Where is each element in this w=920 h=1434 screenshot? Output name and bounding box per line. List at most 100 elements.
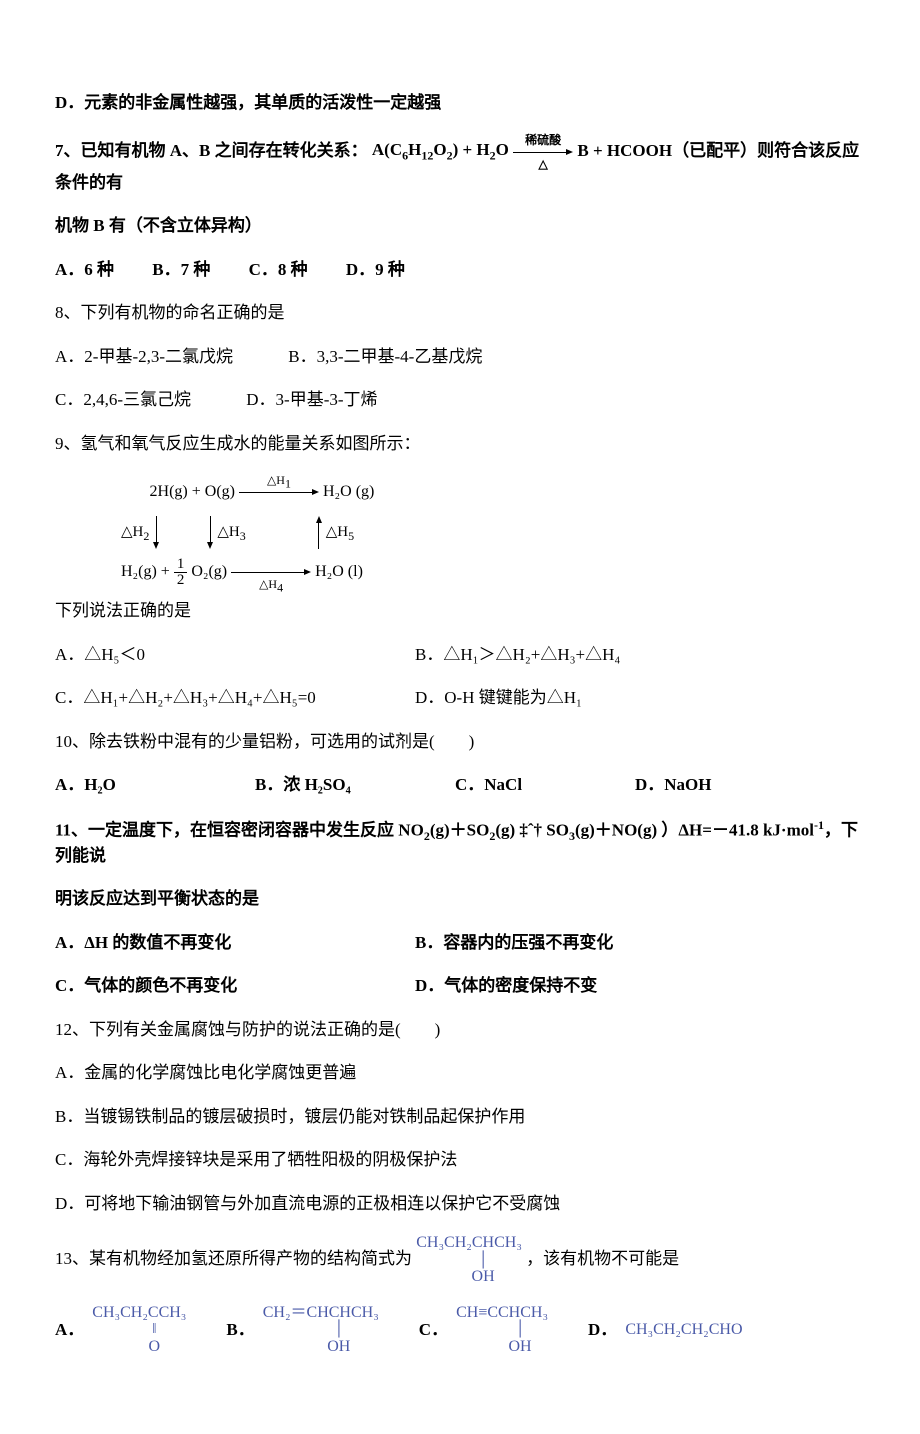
q11-stem: 11、一定温度下，在恒容密闭容器中发生反应 NO2(g)＋SO2(g) ‡ˆ† … — [55, 816, 865, 869]
q7-arrow: 稀硫酸 △ — [513, 134, 573, 170]
q13-c-label: C． — [419, 1317, 448, 1343]
bot: OH — [263, 1338, 379, 1356]
t: ) + H — [453, 140, 490, 159]
arrow-bar — [513, 147, 573, 157]
t: △H — [326, 524, 348, 540]
t: △H — [259, 577, 277, 591]
q10-stem: 10、除去铁粉中混有的少量铝粉，可选用的试剂是( ) — [55, 729, 865, 755]
s: 4 — [277, 580, 283, 594]
q9-stem: 9、氢气和氧气反应生成水的能量关系如图所示： — [55, 431, 865, 457]
q9-diagram: 2H(g) + O(g) △H1 x H₂O (g) △H2 △H3 △H5 H… — [95, 474, 865, 590]
q11-a: A．ΔH 的数值不再变化 — [55, 930, 415, 956]
q13-d-struct: CH₃CH₂CH₂CHO — [625, 1321, 742, 1339]
s: 2 — [143, 529, 149, 543]
dH5-label: △H5 — [326, 517, 354, 547]
q12-c: C．海轮外壳焊接锌块是采用了牺牲阳极的阴极保护法 — [55, 1147, 865, 1173]
bot: O — [92, 1338, 186, 1356]
q11-ab: A．ΔH 的数值不再变化 B．容器内的压强不再变化 — [55, 930, 865, 956]
top: CH₂＝CHCHCH₃ — [263, 1304, 379, 1322]
top: CH₃CH₂CCH₃ — [92, 1304, 186, 1322]
arrow-top: 稀硫酸 — [513, 134, 573, 146]
q7-a: A．6 种 — [55, 260, 114, 279]
q7-pre: 7、已知有机物 A、B 之间存在转化关系： — [55, 140, 368, 159]
q10-options: A．H₂O B．浓 H₂SO₄ C．NaCl D．NaOH — [55, 772, 865, 798]
q12-d: D．可将地下输油钢管与外加直流电源的正极相连以保护它不受腐蚀 — [55, 1191, 865, 1217]
t: O — [433, 140, 446, 159]
num: 1 — [174, 557, 188, 573]
q9-ab: A．△H₅＜0 B．△H₁＞△H₂+△H₃+△H₄ — [55, 642, 865, 668]
q11-d: D．气体的密度保持不变 — [415, 973, 597, 999]
den: 2 — [174, 573, 188, 588]
sup: -1 — [814, 818, 824, 832]
q10-d: D．NaOH — [635, 772, 712, 798]
q9-arrow-h4: x △H4 — [231, 554, 311, 590]
q9-row2: △H2 △H3 △H5 — [95, 510, 865, 554]
q7-stem: 7、已知有机物 A、B 之间存在转化关系： A(C6H12O2) + H2O 稀… — [55, 134, 865, 196]
t: ，该有机物不可能是 — [526, 1249, 679, 1268]
q9-r1-left: 2H(g) + O(g) — [95, 476, 235, 508]
q9-r3-left: H₂(g) + — [121, 556, 170, 588]
bond-icon: ‖ — [92, 1321, 186, 1338]
q9-row3: H₂(g) + 1 2 O₂(g) x △H4 H₂O (l) — [95, 554, 865, 590]
arrow-bot: △ — [513, 158, 573, 170]
bond-icon: │ — [456, 1321, 548, 1338]
q9-row1: 2H(g) + O(g) △H1 x H₂O (g) — [95, 474, 865, 510]
q11-b: B．容器内的压强不再变化 — [415, 930, 613, 956]
q13-a-label: A． — [55, 1317, 84, 1343]
q10-a: A．H₂O — [55, 772, 255, 798]
q13-a-struct: CH₃CH₂CCH₃ ‖ O — [92, 1304, 186, 1356]
t: △H — [267, 473, 285, 487]
prev-option-d: D．元素的非金属性越强，其单质的活泼性一定越强 — [55, 90, 865, 116]
q13-c-struct: CH≡CCHCH₃ │ OH — [456, 1304, 548, 1356]
q8-b: B．3,3-二甲基-4-乙基戊烷 — [288, 347, 482, 366]
q9-r3-o2: O₂(g) — [191, 556, 227, 588]
q9-cd: C．△H₁+△H₂+△H₃+△H₄+△H₅=0 D．O-H 键键能为△H₁ — [55, 685, 865, 711]
q7-d: D．9 种 — [346, 260, 405, 279]
dH1: △H1 — [239, 474, 319, 486]
q11-line2: 明该反应达到平衡状态的是 — [55, 886, 865, 912]
q9-arrow-h1: △H1 x — [239, 474, 319, 510]
q8-a: A．2-甲基-2,3-二氯戊烷 — [55, 347, 233, 366]
q13-d-label: D． — [588, 1317, 617, 1343]
q10-c: C．NaCl — [455, 772, 635, 798]
q9-b: B．△H₁＞△H₂+△H₃+△H₄ — [415, 642, 620, 668]
q7-line2: 机物 B 有（不含立体异构） — [55, 213, 865, 239]
q13-stem: 13、某有机物经加氢还原所得产物的结构简式为 CH₃CH₂CHCH₃ │ OH … — [55, 1234, 865, 1286]
down-arrow-icon — [207, 516, 213, 549]
q9-c: C．△H₁+△H₂+△H₃+△H₄+△H₅=0 — [55, 685, 415, 711]
dH4: △H4 — [231, 578, 311, 590]
t: (g) ‡ˆ† SO — [495, 820, 569, 839]
q7-b: B．7 种 — [152, 260, 210, 279]
q8-cd: C．2,4,6-三氯己烷 D．3-甲基-3-丁烯 — [55, 387, 865, 413]
q7-formula: A(C6H12O2) + H2O — [372, 140, 513, 159]
top: CH≡CCHCH₃ — [456, 1304, 548, 1322]
q13-stem-struct: CH₃CH₂CHCH₃ │ OH — [416, 1234, 522, 1286]
t: (g)＋SO — [430, 820, 490, 839]
dH3-label: △H3 — [217, 517, 245, 547]
q13-b-label: B． — [226, 1317, 254, 1343]
txt: CH₃CH₂CH₂CHO — [625, 1321, 742, 1339]
q9-r1-right: H₂O (g) — [323, 476, 374, 508]
q12-b: B．当镀锡铁制品的镀层破损时，镀层仍能对铁制品起保护作用 — [55, 1104, 865, 1130]
up-arrow-icon — [316, 516, 322, 549]
s: 3 — [240, 529, 246, 543]
bond-icon: │ — [416, 1252, 522, 1269]
q10-b: B．浓 H₂SO₄ — [255, 772, 455, 798]
q7-options: A．6 种 B．7 种 C．8 种 D．9 种 — [55, 257, 865, 283]
bot: OH — [456, 1338, 548, 1356]
q12-a: A．金属的化学腐蚀比电化学腐蚀更普遍 — [55, 1060, 865, 1086]
bot: OH — [416, 1268, 522, 1286]
t: △H — [121, 524, 143, 540]
q8-stem: 8、下列有机物的命名正确的是 — [55, 300, 865, 326]
t: ΔH=－41.8 kJ·mol — [678, 820, 814, 839]
t: △H — [217, 524, 239, 540]
q11-c: C．气体的颜色不再变化 — [55, 973, 415, 999]
q9-d: D．O-H 键键能为△H₁ — [415, 685, 582, 711]
t: 13、某有机物经加氢还原所得产物的结构简式为 — [55, 1249, 416, 1268]
q13-options: A． CH₃CH₂CCH₃ ‖ O B． CH₂＝CHCHCH₃ │ OH C．… — [55, 1304, 865, 1356]
q7-f-a: A(C — [372, 140, 402, 159]
t: (g)＋NO(g) — [575, 820, 657, 839]
s: 5 — [348, 529, 354, 543]
q11-cd: C．气体的颜色不再变化 D．气体的密度保持不变 — [55, 973, 865, 999]
frac-half: 1 2 — [174, 557, 188, 588]
